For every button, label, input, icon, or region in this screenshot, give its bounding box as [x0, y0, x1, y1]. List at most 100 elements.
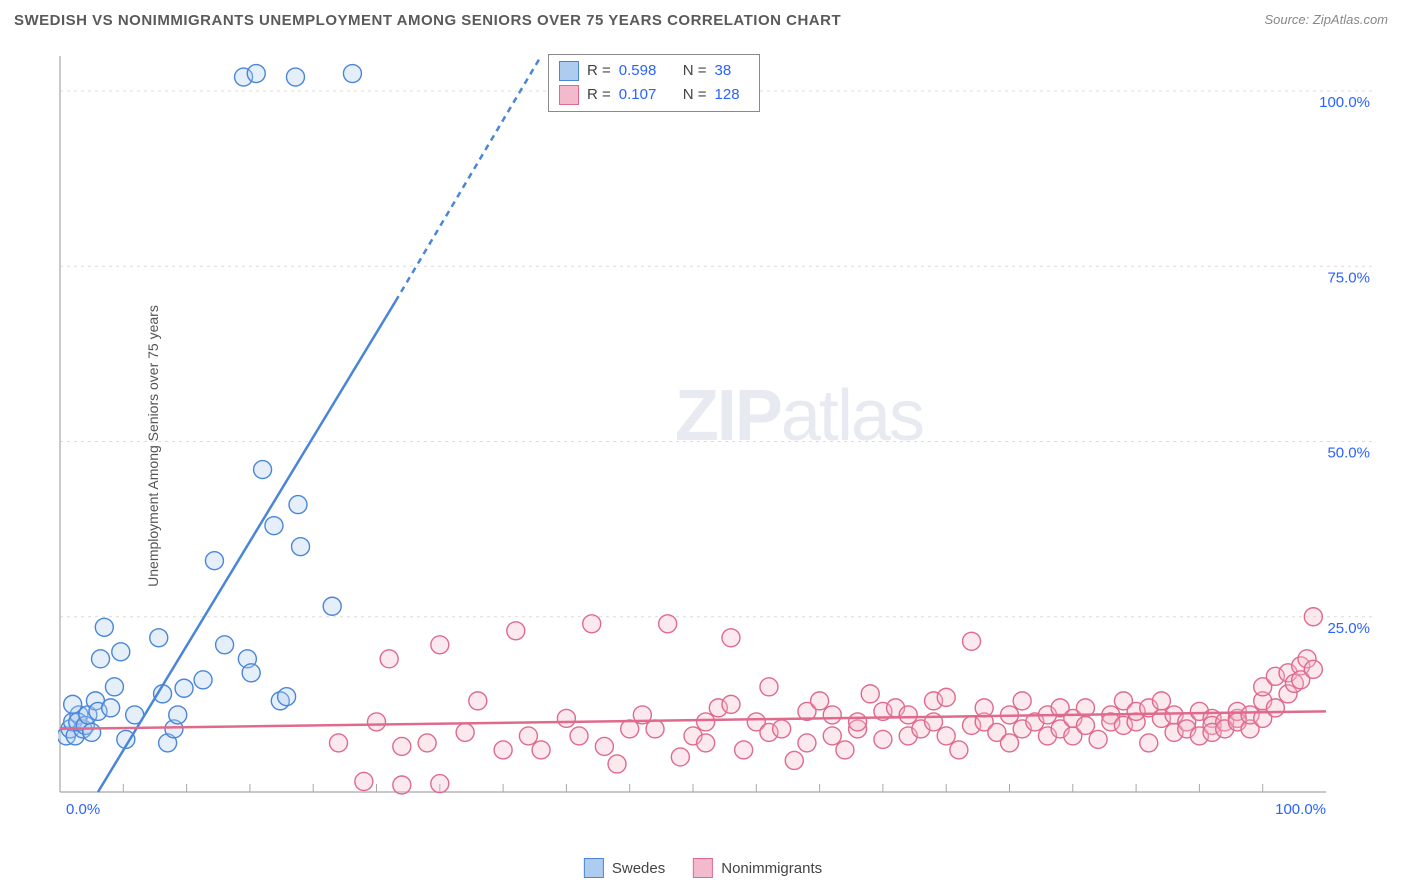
data-point: [393, 737, 411, 755]
data-point: [1140, 734, 1158, 752]
data-point: [150, 629, 168, 647]
data-point: [323, 597, 341, 615]
data-point: [963, 632, 981, 650]
svg-text:0.0%: 0.0%: [66, 801, 100, 818]
data-point: [1076, 716, 1094, 734]
data-point: [950, 741, 968, 759]
n-value: 38: [715, 59, 749, 83]
data-point: [849, 713, 867, 731]
data-point: [205, 552, 223, 570]
regression-line: [98, 301, 396, 792]
r-value: 0.598: [619, 59, 675, 83]
data-point: [646, 720, 664, 738]
r-label: R =: [587, 83, 611, 107]
data-point: [773, 720, 791, 738]
data-point: [621, 720, 639, 738]
data-point: [292, 538, 310, 556]
data-point: [861, 685, 879, 703]
data-point: [937, 727, 955, 745]
data-point: [507, 622, 525, 640]
data-point: [823, 706, 841, 724]
data-point: [343, 65, 361, 83]
data-point: [1089, 730, 1107, 748]
data-point: [286, 68, 304, 86]
data-point: [722, 695, 740, 713]
data-point: [247, 65, 265, 83]
data-point: [595, 737, 613, 755]
data-point: [112, 643, 130, 661]
data-point: [899, 706, 917, 724]
data-point: [785, 751, 803, 769]
n-label: N =: [683, 83, 707, 107]
data-point: [798, 734, 816, 752]
regression-line-extrapolated: [395, 56, 541, 301]
data-point: [494, 741, 512, 759]
data-point: [289, 496, 307, 514]
data-point: [874, 730, 892, 748]
data-point: [1266, 699, 1284, 717]
stats-row: R =0.107N =128: [559, 83, 749, 107]
data-point: [532, 741, 550, 759]
data-point: [722, 629, 740, 647]
legend-item: Swedes: [584, 858, 665, 878]
data-point: [697, 713, 715, 731]
data-point: [278, 688, 296, 706]
data-point: [105, 678, 123, 696]
series-swatch: [559, 61, 579, 81]
scatter-chart: 25.0%50.0%75.0%100.0%0.0%100.0%: [58, 52, 1376, 820]
legend-swatch: [584, 858, 604, 878]
data-point: [811, 692, 829, 710]
data-point: [1013, 692, 1031, 710]
data-point: [254, 461, 272, 479]
data-point: [735, 741, 753, 759]
data-point: [431, 775, 449, 793]
data-point: [64, 695, 82, 713]
data-point: [330, 734, 348, 752]
data-point: [1152, 692, 1170, 710]
data-point: [368, 713, 386, 731]
chart-title: SWEDISH VS NONIMMIGRANTS UNEMPLOYMENT AM…: [14, 12, 841, 29]
data-point: [92, 650, 110, 668]
data-point: [570, 727, 588, 745]
r-label: R =: [587, 59, 611, 83]
data-point: [1001, 734, 1019, 752]
data-point: [1304, 660, 1322, 678]
data-point: [519, 727, 537, 745]
chart-source: Source: ZipAtlas.com: [1264, 12, 1388, 27]
data-point: [102, 699, 120, 717]
data-point: [836, 741, 854, 759]
data-point: [393, 776, 411, 794]
data-point: [431, 636, 449, 654]
data-point: [380, 650, 398, 668]
svg-text:25.0%: 25.0%: [1327, 620, 1370, 637]
r-value: 0.107: [619, 83, 675, 107]
n-label: N =: [683, 59, 707, 83]
data-point: [583, 615, 601, 633]
data-point: [760, 678, 778, 696]
data-point: [659, 615, 677, 633]
data-point: [216, 636, 234, 654]
data-point: [355, 772, 373, 790]
data-point: [975, 699, 993, 717]
series-swatch: [559, 85, 579, 105]
data-point: [557, 709, 575, 727]
data-point: [697, 734, 715, 752]
data-point: [1304, 608, 1322, 626]
data-point: [95, 618, 113, 636]
stats-legend-box: R =0.598N =38R =0.107N =128: [548, 54, 760, 112]
legend-label: Nonimmigrants: [721, 860, 822, 877]
data-point: [937, 688, 955, 706]
data-point: [671, 748, 689, 766]
series-legend: Swedes Nonimmigrants: [584, 858, 822, 878]
data-point: [242, 664, 260, 682]
stats-row: R = 0.598 N = 38: [559, 59, 749, 83]
legend-swatch: [693, 858, 713, 878]
data-point: [456, 723, 474, 741]
data-point: [175, 679, 193, 697]
data-point: [823, 727, 841, 745]
data-point: [265, 517, 283, 535]
data-point: [194, 671, 212, 689]
svg-text:50.0%: 50.0%: [1327, 445, 1370, 462]
data-point: [418, 734, 436, 752]
svg-text:75.0%: 75.0%: [1327, 269, 1370, 286]
